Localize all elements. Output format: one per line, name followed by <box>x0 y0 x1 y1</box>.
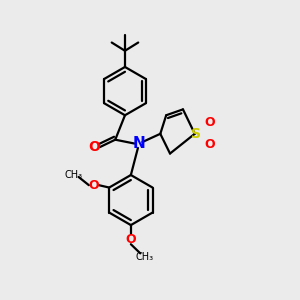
Text: O: O <box>205 139 215 152</box>
Text: O: O <box>88 179 99 192</box>
Text: O: O <box>205 116 215 129</box>
Text: CH₃: CH₃ <box>65 169 83 180</box>
Text: S: S <box>191 127 201 141</box>
Text: CH₃: CH₃ <box>136 253 154 262</box>
Text: O: O <box>89 140 100 154</box>
Text: N: N <box>132 136 145 151</box>
Text: O: O <box>125 233 136 246</box>
